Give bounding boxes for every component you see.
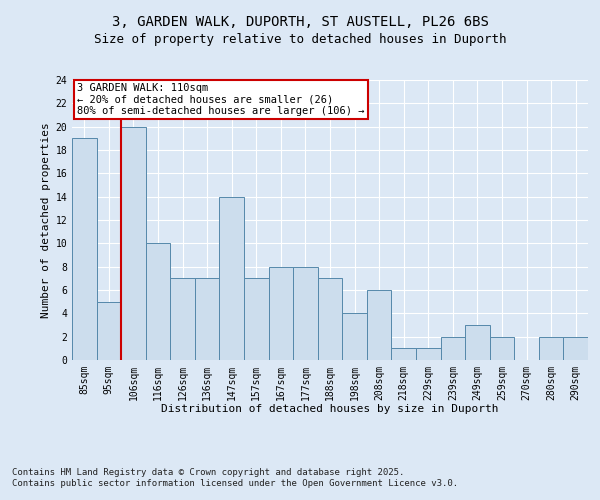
Text: Size of property relative to detached houses in Duporth: Size of property relative to detached ho… bbox=[94, 32, 506, 46]
Bar bbox=[490, 336, 514, 360]
Bar bbox=[539, 336, 563, 360]
Bar bbox=[367, 290, 391, 360]
Bar bbox=[293, 266, 318, 360]
Bar bbox=[72, 138, 97, 360]
Bar bbox=[391, 348, 416, 360]
Bar bbox=[318, 278, 342, 360]
Bar bbox=[465, 325, 490, 360]
Bar bbox=[342, 314, 367, 360]
Bar bbox=[269, 266, 293, 360]
Bar bbox=[97, 302, 121, 360]
Bar bbox=[244, 278, 269, 360]
Bar bbox=[440, 336, 465, 360]
Bar bbox=[416, 348, 440, 360]
Bar bbox=[195, 278, 220, 360]
Text: Contains HM Land Registry data © Crown copyright and database right 2025.
Contai: Contains HM Land Registry data © Crown c… bbox=[12, 468, 458, 487]
Bar bbox=[170, 278, 195, 360]
Text: 3, GARDEN WALK, DUPORTH, ST AUSTELL, PL26 6BS: 3, GARDEN WALK, DUPORTH, ST AUSTELL, PL2… bbox=[112, 15, 488, 29]
Y-axis label: Number of detached properties: Number of detached properties bbox=[41, 122, 51, 318]
Text: 3 GARDEN WALK: 110sqm
← 20% of detached houses are smaller (26)
80% of semi-deta: 3 GARDEN WALK: 110sqm ← 20% of detached … bbox=[77, 83, 365, 116]
X-axis label: Distribution of detached houses by size in Duporth: Distribution of detached houses by size … bbox=[161, 404, 499, 414]
Bar bbox=[220, 196, 244, 360]
Bar bbox=[146, 244, 170, 360]
Bar bbox=[121, 126, 146, 360]
Bar bbox=[563, 336, 588, 360]
